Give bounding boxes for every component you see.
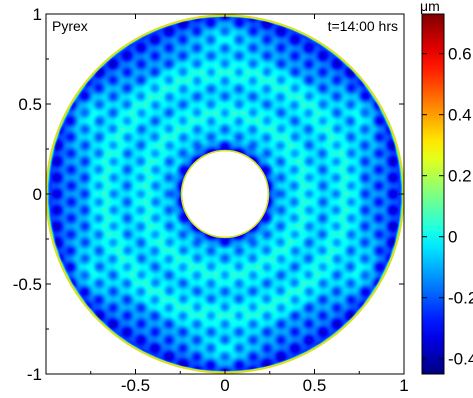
heatmap-annulus [46, 14, 404, 374]
colorbar-tick-label: 0.4 [448, 106, 472, 125]
time-label: t=14:00 hrs [328, 18, 398, 34]
x-tick-label: -0.5 [121, 376, 150, 395]
colorbar-tick-label: -0.2 [448, 289, 473, 308]
colorbar-gradient [421, 13, 445, 375]
colorbar: μm 0.6 0.4 0.2 0 -0.2 -0.4 [420, 0, 473, 375]
y-tick-label: -0.5 [13, 275, 42, 294]
x-tick-label: 0.5 [303, 376, 327, 395]
y-tick-label: 1 [33, 5, 42, 24]
y-tick-label: 0 [33, 185, 42, 204]
colorbar-tick-label: 0 [448, 228, 457, 247]
colorbar-tick-label: -0.4 [448, 350, 473, 369]
y-tick-label: 0.5 [18, 95, 42, 114]
y-axis: 1 0.5 0 -0.5 -1 [13, 5, 404, 384]
colorbar-tick-label: 0.6 [448, 45, 472, 64]
colorbar-unit: μm [420, 0, 440, 14]
colorbar-ticks: 0.6 0.4 0.2 0 -0.2 -0.4 [422, 45, 473, 369]
colorbar-tick-label: 0.2 [448, 167, 472, 186]
material-label: Pyrex [52, 18, 88, 34]
x-axis: -0.5 0 0.5 1 [45, 14, 409, 395]
x-tick-label: 1 [399, 376, 408, 395]
y-tick-label: -1 [27, 365, 42, 384]
x-tick-label: 0 [220, 376, 229, 395]
inner-rim [180, 149, 270, 239]
